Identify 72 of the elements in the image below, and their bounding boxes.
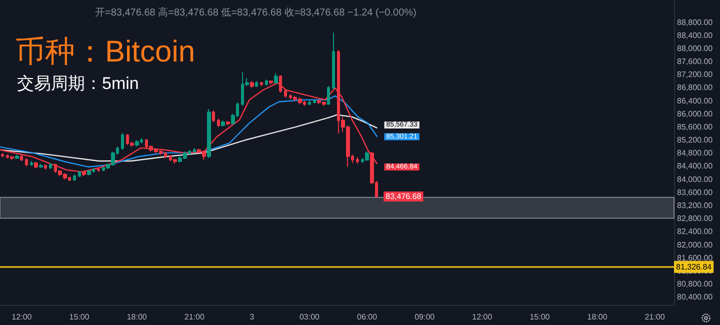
ref-line-label: 81,326.84 bbox=[676, 262, 712, 272]
candlestick bbox=[1, 152, 4, 158]
y-tick-label: 84,800.00 bbox=[677, 148, 714, 158]
candlestick bbox=[121, 132, 124, 150]
candlestick bbox=[313, 98, 316, 104]
y-tick-label: 81,600.00 bbox=[677, 253, 714, 262]
y-tick-label: 82,400.00 bbox=[677, 227, 714, 236]
x-tick-label: 18:00 bbox=[587, 312, 608, 322]
y-tick-label: 88,400.00 bbox=[677, 30, 714, 40]
y-tick-label: 85,600.00 bbox=[677, 122, 714, 132]
x-tick-label: 21:00 bbox=[184, 312, 205, 322]
candlestick bbox=[49, 162, 52, 170]
candlestick bbox=[173, 158, 177, 164]
candlestick bbox=[255, 80, 258, 88]
y-tick-label: 83,600.00 bbox=[677, 188, 714, 197]
candlestick bbox=[78, 170, 81, 178]
candlestick bbox=[30, 160, 33, 166]
y-tick-label: 86,800.00 bbox=[677, 83, 714, 92]
y-tick-label: 82,000.00 bbox=[677, 240, 714, 250]
candlestick bbox=[73, 174, 76, 182]
y-tick-label: 80,400.00 bbox=[677, 292, 714, 302]
x-tick-label: 09:00 bbox=[414, 312, 436, 322]
candlestick bbox=[332, 32, 335, 90]
y-tick-label: 87,200.00 bbox=[677, 70, 714, 80]
candlestick bbox=[265, 79, 268, 86]
y-tick-label: 86,400.00 bbox=[677, 96, 714, 106]
candlestick bbox=[221, 120, 225, 127]
candlestick bbox=[274, 72, 278, 84]
candlestick bbox=[15, 154, 19, 160]
y-tick-label: 88,800.00 bbox=[677, 18, 714, 27]
y-tick-label: 85,200.00 bbox=[677, 136, 714, 145]
x-tick-label: 03:00 bbox=[299, 312, 320, 322]
x-tick-label: 15:00 bbox=[69, 312, 90, 322]
y-tick-label: 88,000.00 bbox=[677, 44, 714, 53]
y-tick-label: 83,200.00 bbox=[677, 201, 714, 210]
candlestick bbox=[39, 163, 43, 168]
candlestick bbox=[226, 120, 230, 126]
text: 币种：Bitcoin bbox=[15, 36, 196, 68]
y-tick-label: 87,600.00 bbox=[677, 57, 714, 66]
y-tick-label: 84,400.00 bbox=[677, 162, 714, 171]
y-tick-label: 82,800.00 bbox=[677, 214, 714, 224]
y-tick-label: 80,800.00 bbox=[677, 280, 714, 289]
candlestick bbox=[284, 88, 287, 98]
x-tick-label: 12:00 bbox=[472, 312, 493, 322]
x-tick-label: 06:00 bbox=[357, 312, 378, 322]
candlestick bbox=[87, 169, 91, 176]
candlestick bbox=[10, 155, 14, 160]
candlestick bbox=[250, 80, 254, 88]
x-tick-label: 15:00 bbox=[530, 312, 550, 322]
x-tick-label: 12:00 bbox=[12, 312, 32, 322]
candlestick bbox=[25, 158, 28, 167]
candlestick bbox=[308, 100, 311, 106]
y-tick-label: 86,000.00 bbox=[677, 109, 714, 118]
candlestick bbox=[34, 161, 38, 169]
y-tick-label: 84,000.00 bbox=[677, 174, 714, 184]
candlestick bbox=[217, 118, 220, 128]
x-tick-label: 18:00 bbox=[126, 312, 148, 322]
candlestick bbox=[207, 108, 211, 159]
candlestick bbox=[193, 148, 196, 154]
candlestick bbox=[20, 154, 23, 162]
candlestick bbox=[327, 86, 330, 106]
candlestick bbox=[260, 81, 263, 87]
annotation: 开=83,476.68 高=83,476.68 低=83,476.68 收=83,476.68 −1.24 (−0.00%) bbox=[95, 6, 416, 18]
candlestick bbox=[356, 156, 359, 164]
annotation: 83,476.68 bbox=[386, 192, 422, 201]
x-tick-label: 3 bbox=[250, 312, 255, 322]
candlestick bbox=[44, 164, 47, 170]
candlestick bbox=[365, 151, 369, 162]
candlestick bbox=[135, 140, 139, 148]
candlestick bbox=[212, 110, 215, 123]
x-tick-label: 21:00 bbox=[644, 312, 666, 322]
text: 交易周期：5min bbox=[17, 74, 139, 93]
